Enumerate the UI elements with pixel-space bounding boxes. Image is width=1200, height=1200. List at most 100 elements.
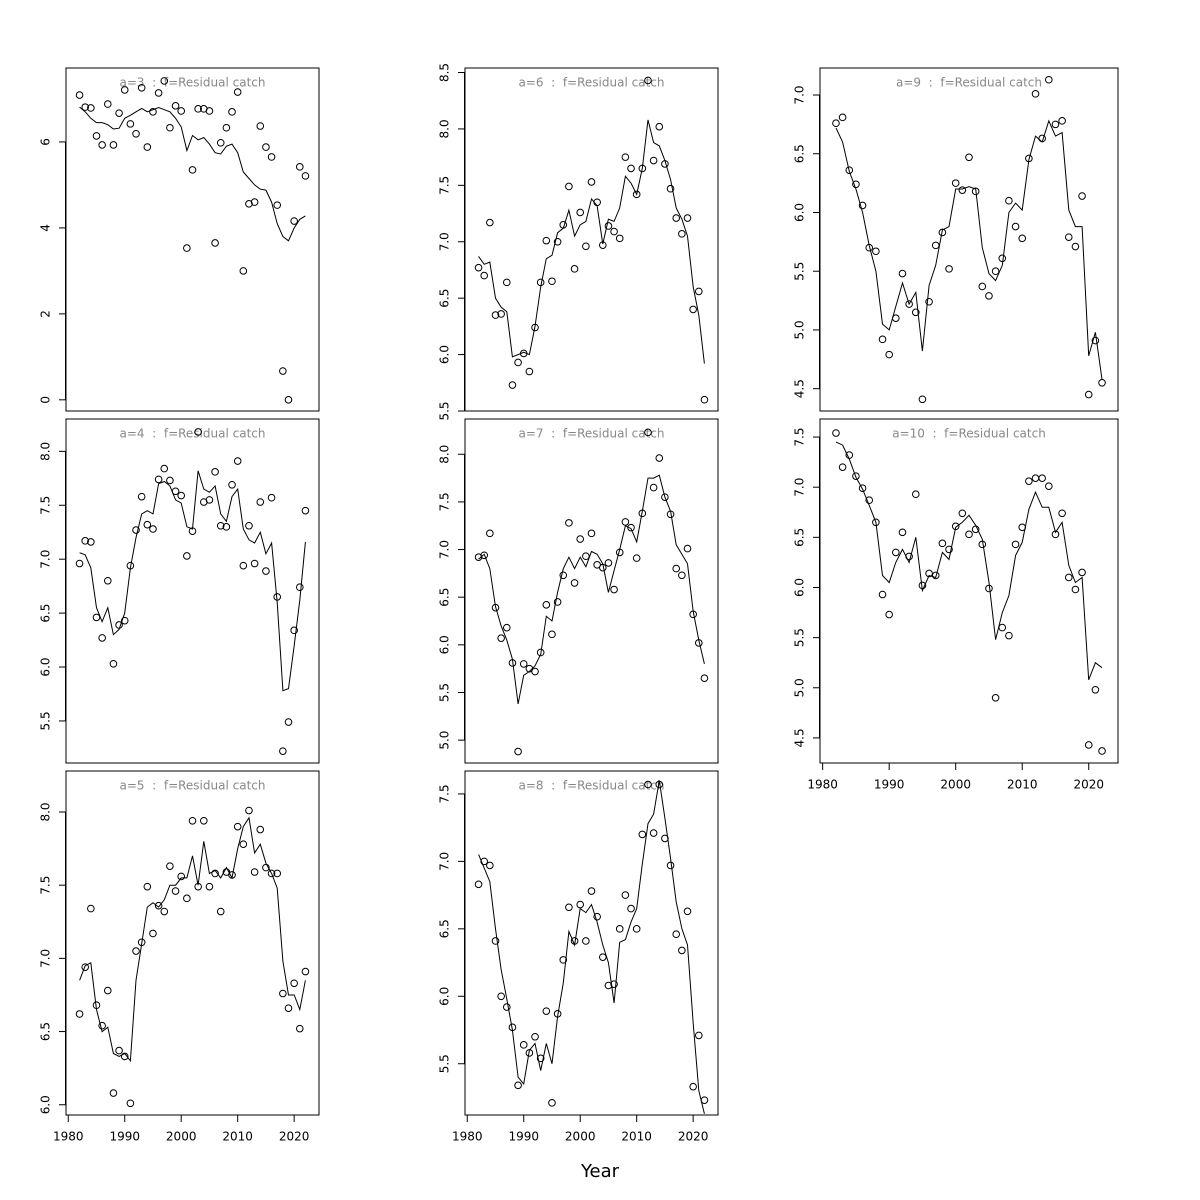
data-point <box>87 538 95 546</box>
x-tick-label: 2010 <box>621 1130 652 1144</box>
x-tick-label: 2020 <box>1073 778 1104 792</box>
data-point <box>644 780 652 789</box>
data-point <box>183 894 191 903</box>
panel-title: a=5 : f=Residual catch <box>120 779 266 793</box>
data-point <box>548 630 556 639</box>
data-point <box>160 907 169 916</box>
panel-title: a=7 : f=Residual catch <box>519 427 665 441</box>
data-point <box>480 271 489 280</box>
data-point <box>205 496 214 504</box>
y-tick-label: 7.0 <box>438 852 452 871</box>
y-tick-label: 5.5 <box>39 711 53 730</box>
data-point <box>649 156 658 165</box>
data-point <box>683 907 692 916</box>
data-point <box>143 520 152 529</box>
y-tick-label: 4.5 <box>793 728 807 747</box>
y-tick-label: 6.5 <box>39 604 53 623</box>
data-point <box>604 222 613 230</box>
x-tick-label: 1990 <box>874 778 905 792</box>
data-point <box>149 929 157 938</box>
data-point <box>98 141 106 149</box>
panel-title: a=9 : f=Residual catch <box>896 76 1042 90</box>
data-point <box>1011 540 1020 549</box>
data-point <box>666 184 675 193</box>
data-point <box>678 230 686 238</box>
y-tick-label: 6.0 <box>39 1095 53 1114</box>
data-point <box>103 100 112 108</box>
x-tick-label: 2020 <box>678 1130 709 1144</box>
data-point <box>295 583 304 592</box>
data-point <box>160 77 169 85</box>
y-tick-label: 6.0 <box>793 578 807 597</box>
data-point <box>279 747 287 755</box>
fitted-line <box>835 119 1103 380</box>
data-point <box>576 900 585 909</box>
panel-title: a=4 : f=Residual catch <box>120 427 266 441</box>
data-point <box>177 491 186 500</box>
data-point <box>1038 474 1046 482</box>
x-tick-label: 1990 <box>109 1130 140 1144</box>
data-point <box>548 1099 556 1107</box>
data-point <box>502 1003 511 1011</box>
data-point <box>267 869 276 878</box>
data-point <box>885 350 893 359</box>
fitted-line <box>79 470 306 692</box>
data-point <box>1018 234 1027 243</box>
y-tick-label: 5.5 <box>793 262 807 281</box>
data-point <box>126 120 135 128</box>
y-tick-label: 7.5 <box>438 176 452 195</box>
data-point <box>1091 685 1100 694</box>
data-point <box>845 166 854 174</box>
data-point <box>542 1007 551 1015</box>
data-point <box>1045 75 1053 84</box>
data-point <box>222 523 231 531</box>
data-point <box>945 265 953 273</box>
data-point <box>565 519 573 527</box>
y-tick-label: 6.5 <box>438 919 452 938</box>
data-point <box>649 483 658 492</box>
data-point <box>998 254 1007 263</box>
y-tick-label: 7.0 <box>793 85 807 104</box>
data-point <box>199 816 208 825</box>
fitted-line <box>478 119 705 364</box>
data-point <box>290 626 298 635</box>
data-point <box>604 559 613 567</box>
data-point <box>911 308 920 317</box>
data-point <box>1025 477 1033 485</box>
data-point <box>205 882 214 891</box>
data-point <box>109 659 118 668</box>
y-tick-label: 5.5 <box>793 628 807 647</box>
data-point <box>965 153 973 162</box>
data-point <box>233 822 242 831</box>
y-tick-label: 4 <box>39 224 53 232</box>
data-point <box>978 282 987 291</box>
x-axis-label: Year <box>580 1161 620 1182</box>
data-point <box>632 925 641 933</box>
y-tick-label: 6.5 <box>438 588 452 607</box>
data-point <box>211 239 219 247</box>
y-tick-label: 6.0 <box>438 635 452 654</box>
data-point <box>120 86 129 94</box>
y-tick-label: 2 <box>39 310 53 318</box>
data-point <box>655 122 664 131</box>
data-point <box>75 1010 84 1018</box>
data-point <box>273 869 282 878</box>
data-point <box>582 552 590 561</box>
fitted-line <box>79 106 306 242</box>
data-point <box>865 496 874 505</box>
data-point <box>205 107 214 115</box>
fitted-line <box>478 780 705 1114</box>
data-point <box>98 634 106 642</box>
data-point <box>1084 390 1093 399</box>
data-point <box>75 91 84 99</box>
data-point <box>250 868 259 876</box>
data-point <box>103 986 112 995</box>
data-point <box>233 88 242 96</box>
data-point <box>502 623 511 632</box>
data-point <box>1078 192 1086 200</box>
data-point <box>559 571 568 580</box>
data-point <box>638 830 647 839</box>
data-point <box>245 200 253 208</box>
panel-title: a=3 : f=Residual catch <box>120 76 266 90</box>
